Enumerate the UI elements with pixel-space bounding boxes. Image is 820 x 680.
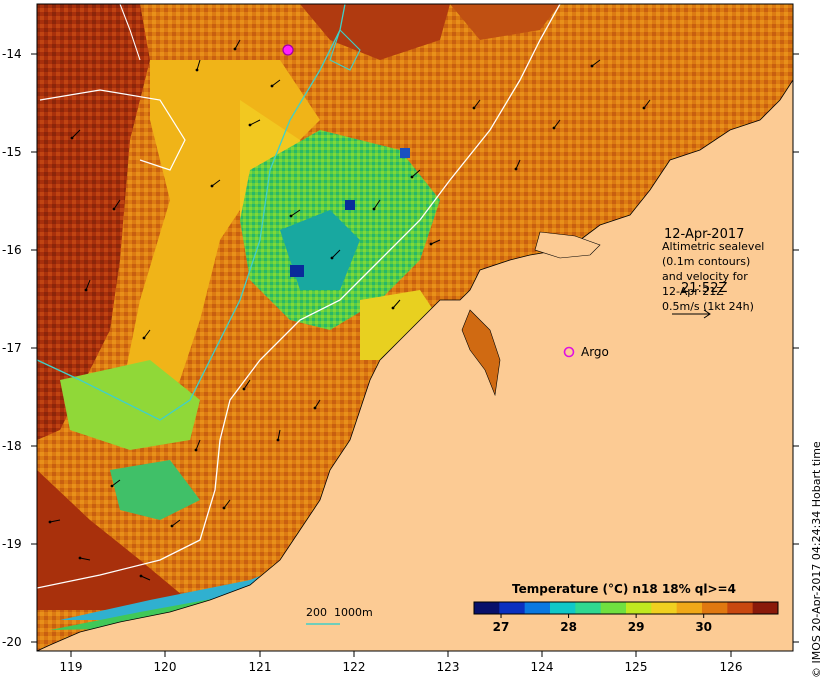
colorbar-tick-label: 28: [560, 620, 577, 634]
x-tick-label: 121: [249, 660, 272, 674]
x-tick-label: 123: [437, 660, 460, 674]
colorbar-swatch: [524, 602, 551, 614]
map-frame: [36, 3, 794, 652]
timestamp-label: 12-Apr-2017 21:52Z: [664, 190, 744, 316]
colorbar-swatch: [702, 602, 728, 614]
velocity-scale-arrow: [672, 309, 711, 319]
y-tick-label: -17: [2, 341, 22, 355]
y-tick-label: -14: [2, 47, 22, 61]
argo-marker-north: [282, 44, 294, 56]
colorbar-swatch: [727, 602, 754, 614]
y-tick-label: -19: [2, 537, 22, 551]
x-tick-label: 126: [720, 660, 743, 674]
landmass: [37, 79, 793, 651]
colorbar-swatch: [499, 602, 526, 614]
y-tick-label: -16: [2, 243, 22, 257]
colorbar-swatch: [676, 602, 703, 614]
colorbar-title: Temperature (°C) n18 18% ql>=4: [512, 582, 736, 596]
argo-label: Argo: [581, 345, 609, 359]
isobath-legend-label: 200 1000m: [306, 606, 373, 619]
sst-field: 27 28 29 30: [37, 4, 793, 651]
y-axis: -14 -15 -16 -17 -18 -19 -20: [2, 47, 799, 649]
colorbar: 27 28 29 30: [473, 601, 779, 634]
colorbar-tick-label: 29: [628, 620, 645, 634]
colorbar-border: [473, 601, 779, 615]
colorbar-swatch: [575, 602, 602, 614]
y-tick-label: -15: [2, 145, 22, 159]
colorbar-swatch: [651, 602, 678, 614]
colorbar-swatch: [550, 602, 576, 614]
x-tick-label: 122: [343, 660, 366, 674]
colorbar-swatch: [626, 602, 652, 614]
colorbar-swatch: [474, 602, 500, 614]
credit-text: © IMOS 20-Apr-2017 04:24:34 Hobart time: [810, 441, 820, 678]
colorbar-swatch: [752, 602, 779, 614]
x-tick-label: 125: [625, 660, 648, 674]
y-tick-label: -20: [2, 635, 22, 649]
y-tick-label: -18: [2, 439, 22, 453]
altimetry-legend-text: Altimetric sealevel (0.1m contours) and …: [662, 240, 765, 313]
colorbar-tick-label: 27: [493, 620, 510, 634]
x-tick-label: 124: [531, 660, 554, 674]
velocity-arrows: [49, 39, 651, 581]
x-axis: 119 120 121 122 123 124 125 126: [60, 651, 743, 674]
time-line: 21:52Z: [681, 281, 728, 296]
argo-marker-south: [563, 346, 575, 358]
x-tick-label: 119: [60, 660, 83, 674]
x-tick-label: 120: [154, 660, 177, 674]
colorbar-swatch: [600, 602, 627, 614]
colorbar-tick-label: 30: [695, 620, 712, 634]
date-line: 12-Apr-2017: [664, 227, 745, 242]
